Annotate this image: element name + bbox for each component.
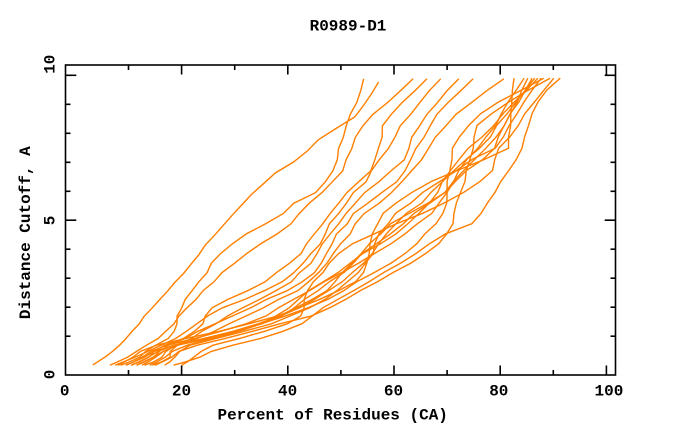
svg-text:Percent of Residues (CA): Percent of Residues (CA) xyxy=(217,406,447,424)
svg-text:0: 0 xyxy=(60,383,70,401)
svg-text:5: 5 xyxy=(42,216,60,226)
svg-text:100: 100 xyxy=(594,383,623,401)
svg-text:40: 40 xyxy=(278,383,297,401)
svg-text:R0989-D1: R0989-D1 xyxy=(310,18,387,36)
svg-text:20: 20 xyxy=(172,383,191,401)
svg-text:10: 10 xyxy=(42,55,60,74)
svg-text:Distance Cutoff, A: Distance Cutoff, A xyxy=(17,146,35,319)
svg-text:60: 60 xyxy=(384,383,403,401)
svg-text:0: 0 xyxy=(42,370,60,380)
svg-text:80: 80 xyxy=(489,383,508,401)
